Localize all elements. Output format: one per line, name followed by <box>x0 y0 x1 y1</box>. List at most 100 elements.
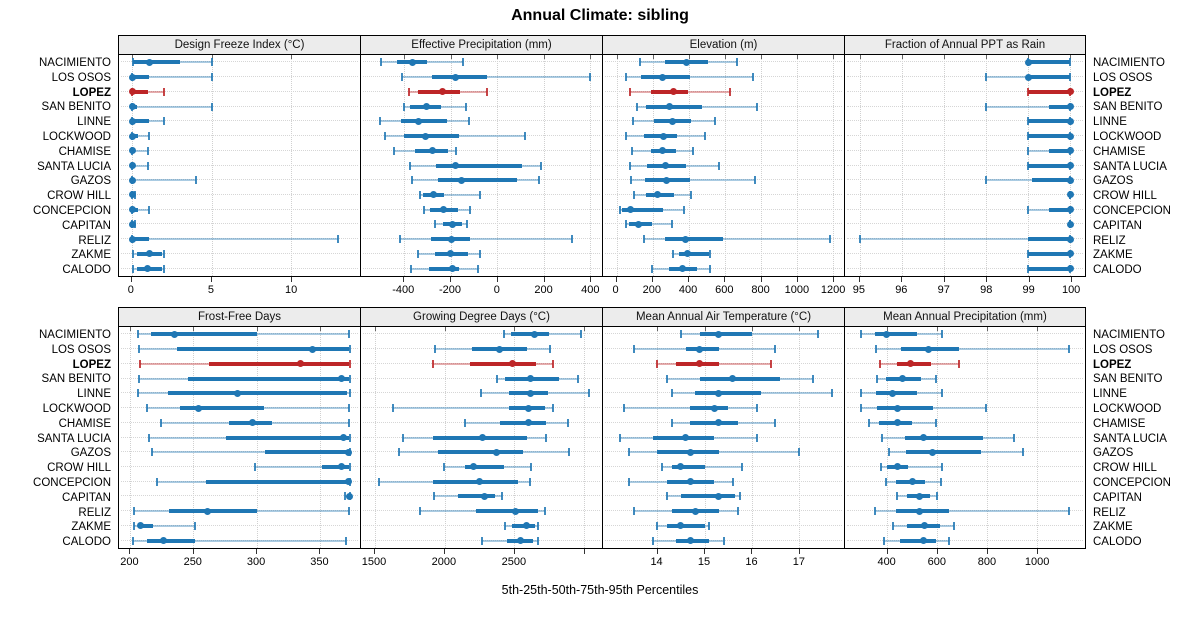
median-dot <box>681 235 689 243</box>
median-dot <box>408 58 416 66</box>
whisker-endcap <box>567 448 570 457</box>
whisker-endcap <box>671 249 674 258</box>
bar-25-75 <box>1028 89 1071 94</box>
whisker-endcap <box>536 536 539 545</box>
axis-tick <box>513 549 515 554</box>
station-label: LOCKWOOD <box>1093 130 1162 143</box>
whisker-5-95 <box>131 164 148 167</box>
axis-tick-label: 1000 <box>1024 556 1050 568</box>
whisker-endcap <box>159 418 162 427</box>
whisker-5-95 <box>420 193 480 196</box>
gridline-vertical <box>291 55 293 276</box>
whisker-endcap <box>544 433 547 442</box>
bar-25-75 <box>177 347 349 352</box>
whisker-endcap <box>378 477 381 486</box>
whisker-endcap <box>589 73 592 82</box>
axis-tick-top <box>1036 327 1038 331</box>
station-label: CHAMISE <box>58 417 111 430</box>
axis-tick-top <box>374 327 376 331</box>
whisker-endcap <box>651 264 654 273</box>
whisker-endcap <box>629 87 632 96</box>
bar-25-75 <box>435 163 522 168</box>
median-dot <box>517 537 524 545</box>
gridline-vertical <box>799 327 801 548</box>
panel-x-axis: 0 200 400 600 800 1000 1200 <box>602 277 845 302</box>
gridline-horizontal <box>847 480 1083 482</box>
whisker-endcap <box>1021 448 1024 457</box>
whisker-endcap <box>623 404 626 413</box>
gridline-horizontal <box>605 436 842 438</box>
whisker-endcap <box>139 359 142 368</box>
gridline-horizontal <box>363 193 600 195</box>
whisker-endcap <box>210 102 213 111</box>
station-label: CHAMISE <box>1093 145 1146 158</box>
bar-25-75 <box>897 361 931 366</box>
median-dot <box>129 117 137 125</box>
gridline-vertical <box>797 55 799 276</box>
axis-tick-top <box>760 55 762 59</box>
whisker-endcap <box>524 132 527 141</box>
gridline-horizontal <box>605 208 842 210</box>
station-label: SAN BENITO <box>41 373 111 386</box>
bar-25-75 <box>905 450 981 455</box>
station-label: LOS OSOS <box>51 343 111 356</box>
whisker-endcap <box>873 507 876 516</box>
whisker-endcap <box>468 117 471 126</box>
gridline-horizontal <box>847 348 1083 350</box>
axis-tick <box>615 277 617 282</box>
gridline-horizontal <box>121 252 358 254</box>
station-label: SAN BENITO <box>41 101 111 114</box>
axis-tick <box>450 277 452 282</box>
axis-tick <box>1071 277 1073 282</box>
median-dot <box>928 448 936 456</box>
median-dot <box>527 375 535 383</box>
axis-tick-top <box>450 55 452 59</box>
axis-tick-label: 400 <box>581 284 600 296</box>
whisker-endcap <box>683 205 686 214</box>
median-dot <box>882 330 890 338</box>
axis-tick-label: 98 <box>980 284 993 296</box>
median-dot <box>1066 206 1074 214</box>
gridline-horizontal <box>605 179 842 181</box>
axis-tick-label: 2000 <box>431 556 457 568</box>
gridline-horizontal <box>121 164 358 166</box>
bar-25-75 <box>1049 104 1071 109</box>
axis-tick-top <box>652 55 654 59</box>
bar-25-75 <box>437 178 517 183</box>
whisker-endcap <box>731 477 734 486</box>
gridline-vertical <box>760 55 762 276</box>
bar-25-75 <box>1032 178 1071 183</box>
gridline-horizontal <box>363 61 600 63</box>
median-dot <box>234 389 242 397</box>
gridline-horizontal <box>847 421 1083 423</box>
axis-tick-label: 200 <box>642 284 662 296</box>
median-dot <box>661 162 669 169</box>
axis-tick-label: 5 <box>207 284 215 296</box>
bar-25-75 <box>169 509 257 514</box>
axis-tick-top <box>657 327 659 331</box>
whisker-endcap <box>885 477 888 486</box>
median-dot <box>446 250 454 258</box>
whisker-endcap <box>162 87 165 96</box>
axis-tick-label: 2500 <box>501 556 527 568</box>
axis-tick-top <box>256 327 258 331</box>
station-label: NACIMIENTO <box>1093 329 1165 341</box>
gridline-horizontal <box>847 238 1083 240</box>
whisker-endcap <box>618 433 621 442</box>
gridline-horizontal <box>847 149 1083 151</box>
axis-tick-top <box>937 327 939 331</box>
whisker-5-95 <box>401 76 591 79</box>
median-dot <box>451 162 459 169</box>
gridline-horizontal <box>847 524 1083 526</box>
whisker-endcap <box>347 507 350 516</box>
whisker-endcap <box>940 462 943 471</box>
station-label: ZAKME <box>71 249 111 262</box>
axis-tick <box>751 549 753 554</box>
gridline-vertical <box>374 327 376 548</box>
whisker-5-95 <box>399 238 572 241</box>
whisker-endcap <box>148 433 151 442</box>
whisker-endcap <box>576 374 579 383</box>
whisker-endcap <box>479 249 482 258</box>
panel-growing-degree-days: Growing Degree Days (°C) 1500 2000 2500 <box>360 307 602 574</box>
bar-25-75 <box>226 435 349 440</box>
